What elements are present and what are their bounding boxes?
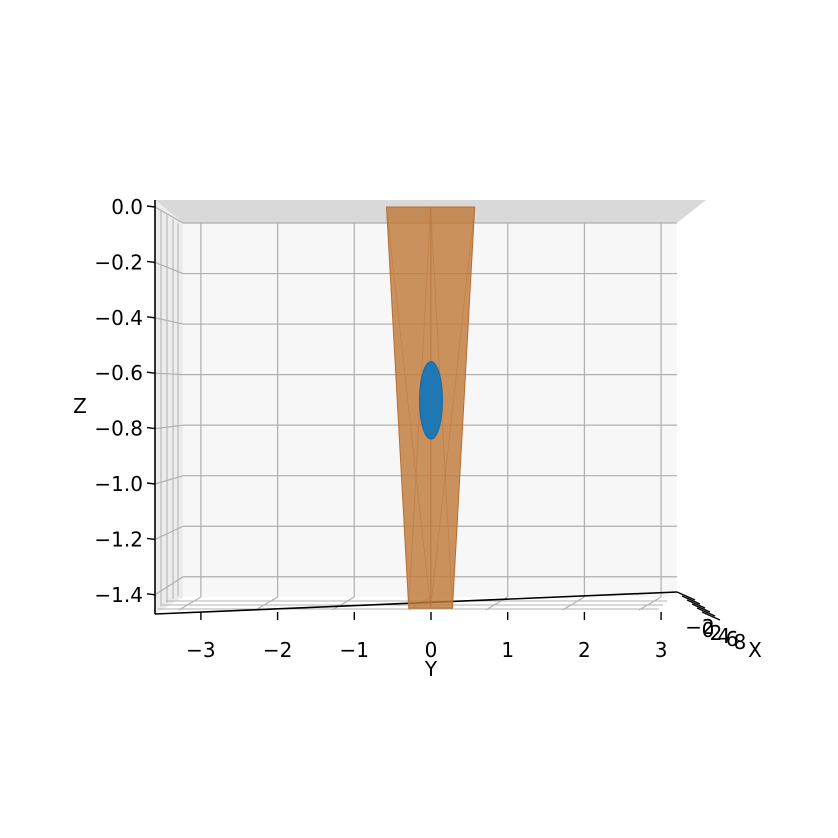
z-tick: [146, 260, 156, 264]
floor-gridline: [178, 596, 202, 611]
z-tick-label: −1.2: [94, 527, 143, 551]
surface-mesh-line: [386, 206, 432, 609]
x-tick: [701, 611, 721, 621]
x-tick-label: 8: [734, 630, 747, 654]
z-tick: [146, 205, 156, 208]
x-tick: [691, 603, 711, 613]
floor-gridline: [562, 596, 585, 611]
z-tick: [146, 482, 156, 485]
z-tick-label: −0.2: [94, 250, 143, 274]
z-tick-label: −1.0: [94, 472, 143, 496]
y-tick-label: −1: [340, 638, 369, 662]
z-tick: [146, 371, 156, 374]
z-tick: [146, 426, 156, 430]
x-tick-label: 0: [702, 618, 715, 642]
x-tick: [681, 595, 701, 605]
z-tick-label: −1.4: [94, 583, 143, 607]
x-tick: [676, 591, 696, 601]
z-tick: [146, 316, 156, 319]
z-axis-label: Z: [73, 394, 87, 418]
y-tick-label: 3: [655, 638, 668, 662]
x-tick-label: 2: [710, 621, 723, 645]
surface-mesh-line: [430, 206, 476, 609]
y-tick-label: −3: [186, 638, 215, 662]
x-tick-label: −2: [685, 615, 714, 639]
floor-gridline: [638, 596, 662, 611]
x-tick: [696, 607, 716, 617]
x-tick: [686, 599, 706, 609]
side-gridline: [154, 206, 184, 224]
x-tick-label: 6: [726, 627, 739, 651]
z-tick-label: 0.0: [111, 195, 143, 219]
z-tick-label: −0.8: [94, 417, 143, 441]
z-tick: [146, 593, 156, 596]
y-tick-label: 0: [425, 638, 438, 662]
y-tick-label: 2: [578, 638, 591, 662]
y-tick-label: −2: [263, 638, 292, 662]
y-tick-label: 1: [501, 638, 514, 662]
z-tick-label: −0.4: [94, 306, 143, 330]
floor-gridline: [331, 596, 355, 611]
ellipsoid-surface: [418, 361, 444, 440]
z-tick-label: −0.6: [94, 361, 143, 385]
x-axis-label: X: [748, 638, 762, 662]
y-axis-label: Y: [424, 657, 438, 681]
side-pane: [155, 200, 183, 614]
z-tick: [146, 537, 156, 541]
axes-group: 0.0 −0.2 −0.4 −0.6 −0.8 −1.0 −1.2 −1.4 −3 −2 −1 0 1 2…: [73, 195, 762, 681]
x-tick-label: 4: [718, 624, 731, 648]
floor-gridline: [255, 596, 278, 611]
